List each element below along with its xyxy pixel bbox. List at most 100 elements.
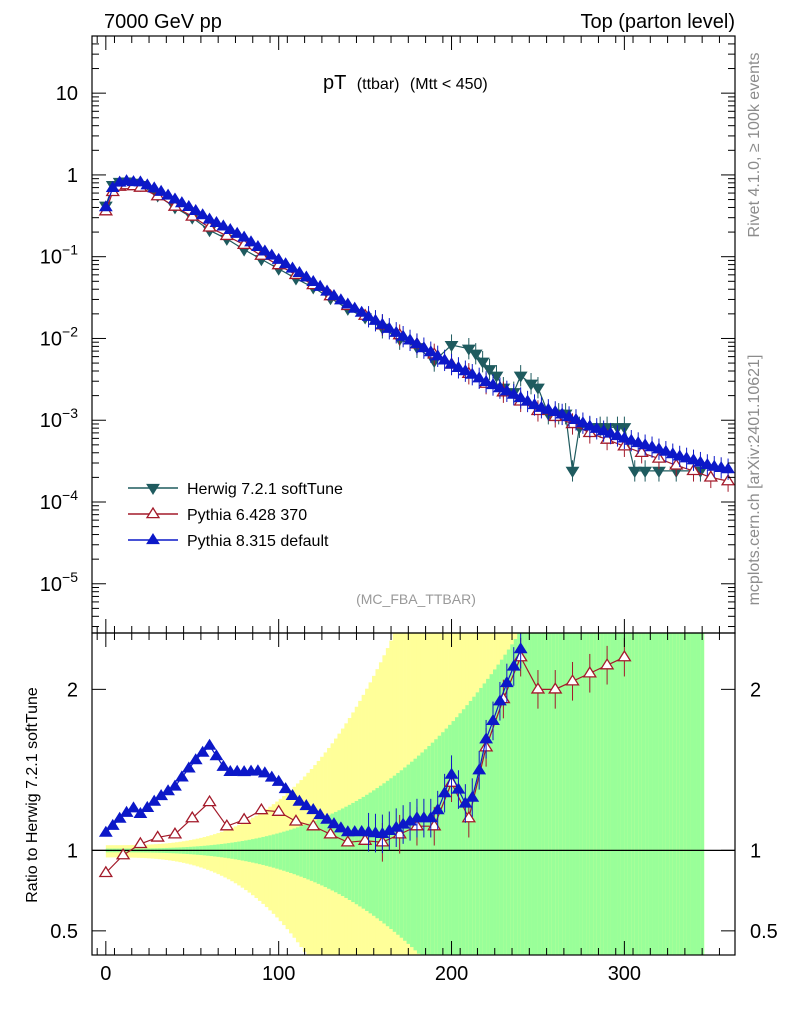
band-inner-bin xyxy=(337,810,342,895)
pythia8-ratio-point xyxy=(195,745,210,757)
pythia8-ratio-point xyxy=(188,753,203,765)
x-tick-label: 100 xyxy=(262,963,295,985)
band-inner-bin xyxy=(624,633,629,955)
band-inner-bin xyxy=(389,778,394,929)
pythia6-ratio-point xyxy=(271,804,286,816)
band-inner-bin xyxy=(679,633,684,955)
band-inner-bin xyxy=(375,788,380,919)
band-inner-bin xyxy=(454,717,459,955)
pythia8-ratio-point xyxy=(202,738,217,750)
band-inner-bin xyxy=(496,664,501,955)
band-inner-bin xyxy=(607,633,611,955)
band-inner-bin xyxy=(316,819,321,884)
band-inner-bin xyxy=(658,633,663,955)
pythia8-point xyxy=(223,223,238,235)
pythia8-point xyxy=(569,412,583,424)
band-inner-bin xyxy=(662,633,667,955)
pythia8-ratio-point xyxy=(271,774,286,786)
band-inner-bin xyxy=(403,767,407,941)
pythia8-point xyxy=(285,261,300,273)
pythia8-ratio-point xyxy=(458,796,473,808)
band-inner-bin xyxy=(430,742,435,955)
band-inner-bin xyxy=(665,633,670,955)
pythia6-ratio-point xyxy=(323,827,338,839)
band-inner-bin xyxy=(365,794,369,911)
band-inner-bin xyxy=(696,633,701,955)
band-inner-bin xyxy=(327,815,331,889)
band-inner-bin xyxy=(669,633,674,955)
pythia8-ratio-point xyxy=(278,782,293,794)
main-plot-series xyxy=(98,174,736,492)
herwig-point xyxy=(482,365,497,377)
band-inner-bin xyxy=(672,633,677,955)
herwig-point xyxy=(468,349,483,361)
band-inner-bin xyxy=(575,633,580,955)
pythia8-ratio-point xyxy=(506,659,521,671)
band-inner-bin xyxy=(282,831,286,871)
band-inner-bin xyxy=(506,649,511,955)
band-inner-bin xyxy=(423,749,428,955)
pythia8-point xyxy=(416,341,431,353)
pythia8-point xyxy=(658,444,673,456)
pythia8-point xyxy=(638,438,653,450)
band-inner-bin xyxy=(323,816,328,888)
herwig-point xyxy=(444,340,459,353)
pythia8-point xyxy=(154,184,169,196)
pythia8-point xyxy=(652,442,666,454)
band-inner-bin xyxy=(544,633,549,955)
pythia8-point xyxy=(389,325,404,337)
pythia8-point xyxy=(527,398,542,410)
pythia6-ratio-point xyxy=(236,812,252,825)
y-tick-label: 10−5 xyxy=(40,569,78,596)
pythia8-point xyxy=(313,279,328,291)
band-inner-bin xyxy=(264,836,269,866)
band-inner-bin xyxy=(434,739,438,955)
pythia8-point xyxy=(147,181,162,193)
band-inner-bin xyxy=(589,633,594,955)
band-inner-bin xyxy=(600,633,604,955)
pythia8-point xyxy=(140,178,155,190)
herwig-point xyxy=(638,466,653,478)
pythia8-ratio-series xyxy=(98,633,528,854)
pythia8-point xyxy=(202,212,217,224)
pythia6-ratio-point xyxy=(582,666,597,678)
pythia8-point xyxy=(631,436,646,448)
band-inner-bin xyxy=(358,798,362,907)
pythia8-point xyxy=(610,429,625,441)
analysis-label: (MC_FBA_TTBAR) xyxy=(356,591,476,607)
band-inner-bin xyxy=(399,770,404,938)
band-inner-bin xyxy=(555,633,559,955)
band-inner-bin xyxy=(645,633,649,955)
band-inner-bin xyxy=(392,775,397,932)
band-inner-bin xyxy=(648,633,653,955)
pythia8-point xyxy=(278,257,293,269)
pythia8-point xyxy=(458,364,473,376)
band-inner-bin xyxy=(465,705,470,955)
pythia8-ratio-point xyxy=(264,770,279,782)
pythia6-point xyxy=(720,473,736,486)
band-inner-bin xyxy=(385,780,390,927)
pythia8-point xyxy=(195,208,210,220)
ratio-bands xyxy=(92,633,735,955)
y-tick-label: 10 xyxy=(56,83,78,105)
band-inner-bin xyxy=(261,836,266,865)
pythia8-ratio-point xyxy=(299,799,314,811)
pythia8-point xyxy=(520,394,535,406)
band-inner-bin xyxy=(700,633,705,955)
ratio-plot-frame xyxy=(91,632,736,956)
legend-label: Herwig 7.2.1 softTune xyxy=(187,481,343,498)
pythia8-point xyxy=(244,235,258,247)
band-inner-bin xyxy=(344,806,349,898)
band-inner-bin xyxy=(354,800,359,905)
band-inner-bin xyxy=(586,633,591,955)
pythia8-point xyxy=(582,419,597,431)
band-inner-bin xyxy=(493,669,497,955)
band-inner-bin xyxy=(634,633,639,955)
legend: Herwig 7.2.1 softTune Pythia 6.428 370 Pyt… xyxy=(128,481,343,550)
band-inner-bin xyxy=(582,633,587,955)
band-inner-bin xyxy=(302,824,307,879)
pythia8-point xyxy=(292,265,307,278)
band-inner-bin xyxy=(579,633,584,955)
band-inner-bin xyxy=(551,633,556,955)
ratio-y-tick-label: 1 xyxy=(67,840,78,862)
